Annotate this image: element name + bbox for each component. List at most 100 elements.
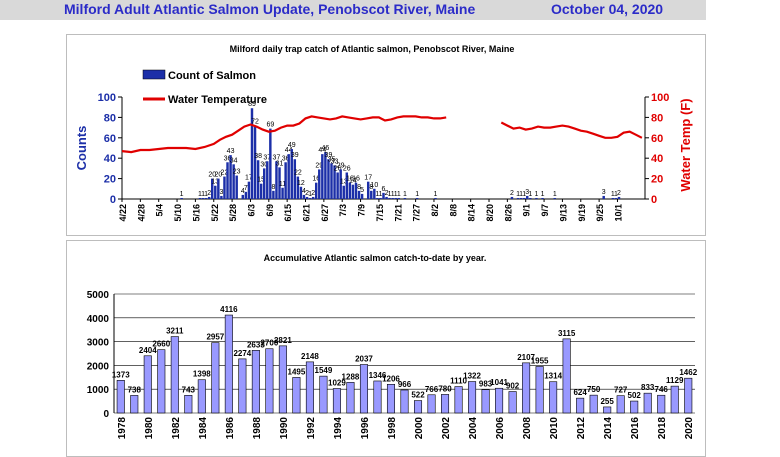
count-bar	[305, 196, 309, 199]
count-bar	[519, 197, 523, 199]
year-bar-label: 3211	[166, 327, 184, 336]
chart1-y2-tick-label: 0	[651, 194, 657, 206]
header-bar: Milford Adult Atlantic Salmon Update, Pe…	[0, 0, 706, 20]
year-bar-label: 1373	[112, 370, 130, 379]
year-bar-label: 1110	[450, 377, 467, 386]
count-bar-label: 22	[221, 170, 229, 177]
count-bar	[354, 182, 358, 199]
chart2-x-tick-label: 1988	[252, 417, 263, 440]
count-bar	[327, 159, 330, 199]
chart2-x-tick-label: 1982	[171, 417, 182, 440]
chart2-title: Accumulative Atlantic salmon catch-to-da…	[264, 253, 487, 263]
year-bar	[346, 382, 355, 414]
year-bar-label: 522	[411, 391, 425, 400]
count-bar	[284, 162, 287, 199]
count-bar	[311, 196, 315, 199]
chart2-y-tick-label: 2000	[87, 361, 110, 372]
count-bar-label: 26	[334, 165, 342, 172]
chart2-x-tick-label: 1998	[387, 417, 398, 440]
count-bar	[308, 197, 312, 199]
year-bar-label: 1288	[342, 372, 360, 381]
count-bar	[244, 191, 248, 199]
year-bar	[292, 377, 301, 414]
count-bar-label: 1	[534, 191, 538, 198]
count-bar	[345, 172, 349, 199]
count-bar-label: 16	[346, 176, 354, 183]
count-bar	[526, 195, 529, 199]
chart1-x-tick-label: 6/27	[320, 204, 330, 222]
year-bar	[549, 381, 558, 414]
count-bar-label: 2	[617, 190, 621, 197]
count-bar	[287, 154, 290, 199]
year-bar	[535, 366, 544, 414]
year-bar-label: 780	[438, 384, 452, 393]
count-bar-label: 1	[375, 191, 379, 198]
count-bar	[272, 190, 275, 199]
year-bar	[603, 406, 612, 414]
count-bar-label: 38	[254, 153, 262, 160]
chart1-y-tick-label: 0	[110, 194, 116, 206]
count-bar-label: 4	[241, 188, 245, 195]
count-bar-label: 4	[302, 188, 306, 195]
chart2-x-tick-label: 2014	[603, 417, 614, 440]
count-bar	[394, 197, 397, 199]
count-bar	[247, 181, 251, 199]
chart1-x-tick-label: 6/21	[302, 204, 312, 222]
year-bar-label: 966	[398, 380, 412, 389]
chart1-y-label: Counts	[74, 126, 89, 171]
year-bar	[386, 383, 396, 414]
chart1-title: Milford daily trap catch of Atlantic sal…	[230, 44, 515, 54]
count-bar	[318, 169, 321, 199]
count-bar	[180, 197, 183, 199]
legend-count-label: Count of Salmon	[168, 70, 256, 82]
year-bar-label: 750	[587, 385, 601, 394]
year-bar	[413, 400, 423, 414]
count-bar	[253, 125, 257, 199]
chart1-x-tick-label: 8/26	[503, 204, 513, 222]
chart2-y-tick-label: 1000	[87, 385, 110, 396]
count-bar-label: 1	[611, 191, 615, 198]
year-bar-label: 743	[182, 385, 196, 394]
count-bar-label: 34	[230, 157, 238, 164]
chart1-x-tick-label: 9/1	[522, 204, 532, 217]
year-bar	[373, 380, 382, 414]
count-bar-label: 1	[394, 191, 398, 198]
year-bar-label: 1462	[679, 368, 697, 377]
chart1-y-tick-label: 100	[98, 92, 116, 104]
year-bar-label: 1314	[544, 372, 562, 381]
count-bar-label: 1	[378, 191, 382, 198]
year-bar-label: 983	[479, 380, 493, 389]
count-bar	[397, 197, 401, 199]
chart1-x-tick-label: 8/20	[485, 204, 495, 222]
chart2-y-tick-label: 3000	[87, 338, 110, 349]
year-bar-label: 2037	[355, 355, 373, 364]
year-bar	[305, 361, 314, 414]
year-bar-label: 1495	[288, 367, 306, 376]
count-bar-label: 1	[397, 191, 401, 198]
year-bar	[251, 350, 260, 414]
count-bar	[382, 192, 385, 199]
chart1-x-tick-label: 8/8	[448, 204, 458, 217]
count-bar	[256, 160, 260, 199]
year-bar	[508, 391, 517, 414]
count-bar	[388, 197, 391, 199]
count-bar-label: 1	[403, 191, 407, 198]
year-bar-label: 1398	[193, 370, 211, 379]
year-bar	[170, 336, 179, 414]
chart2-y-tick-label: 0	[103, 409, 109, 420]
chart1-x-tick-label: 9/13	[558, 204, 568, 222]
count-bar	[269, 128, 272, 199]
count-bar	[553, 197, 556, 199]
count-bar-label: 44	[285, 147, 293, 154]
count-bar-label: 23	[233, 169, 241, 176]
count-bar-label: 20	[208, 172, 216, 179]
year-bar	[319, 375, 328, 414]
count-bar	[529, 197, 532, 199]
count-bar-label: 1	[541, 191, 545, 198]
chart1-x-tick-label: 7/9	[357, 204, 367, 217]
count-bar	[403, 197, 407, 199]
count-bar-label: 17	[364, 175, 372, 182]
count-bar	[351, 184, 355, 199]
count-bar-label: 43	[227, 148, 235, 155]
